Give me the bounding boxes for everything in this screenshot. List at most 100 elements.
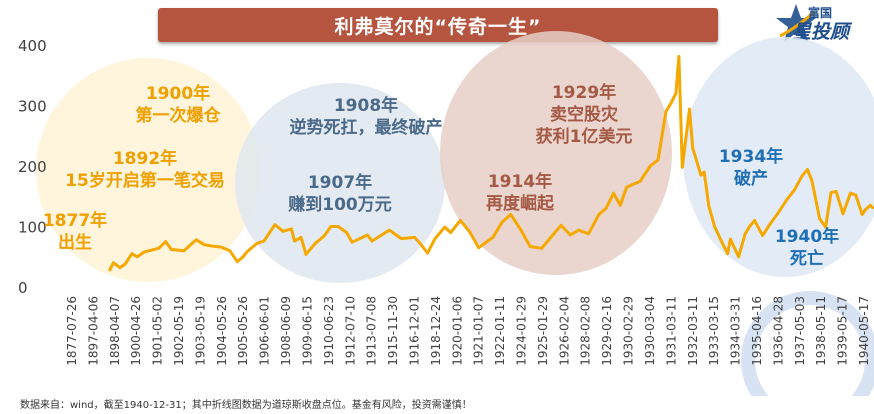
x-tick-label: 1912-07-10 <box>343 296 357 366</box>
annotation-a1908: 逆势死扛，最终破产 <box>290 117 443 138</box>
data-point <box>304 252 308 256</box>
data-point <box>182 249 186 253</box>
annotation-a1914: 1914年 <box>488 171 552 192</box>
logo-line2: 星投顾 <box>792 21 850 43</box>
x-tick-label: 1900-04-26 <box>129 296 143 366</box>
data-point <box>118 266 122 270</box>
x-tick-label: 1909-06-15 <box>300 296 314 366</box>
x-tick-label: 1906-06-01 <box>258 296 272 366</box>
data-point <box>848 191 852 195</box>
data-point <box>743 232 747 236</box>
x-tick-label: 1877-07-26 <box>65 296 79 366</box>
data-point <box>329 225 333 228</box>
x-tick-label: 1935-04-16 <box>750 296 764 366</box>
data-point <box>680 165 684 169</box>
x-tick-label: 1938-05-11 <box>814 296 828 366</box>
x-tick-label: 1940-05-17 <box>857 296 871 366</box>
data-point <box>669 101 673 104</box>
data-point <box>577 228 581 232</box>
x-tick-label: 1905-05-26 <box>236 296 250 366</box>
x-tick-label: 1926-02-04 <box>557 296 571 366</box>
x-tick-label: 1897-04-06 <box>86 296 100 366</box>
annotation-a1940: 1940年 <box>775 226 839 247</box>
data-point <box>426 251 429 255</box>
x-tick-label: 1908-06-09 <box>279 296 293 366</box>
data-point <box>800 174 804 178</box>
data-point <box>477 246 481 250</box>
data-point <box>674 92 678 95</box>
x-tick-label: 1939-05-17 <box>836 296 850 366</box>
data-point <box>111 261 115 265</box>
data-point <box>370 239 374 243</box>
annotation-a1900: 第一次爆仓 <box>136 105 222 126</box>
data-point <box>768 222 772 226</box>
data-point <box>737 255 740 259</box>
x-tick-label: 1903-05-19 <box>193 296 207 366</box>
data-point <box>228 249 232 253</box>
data-point <box>293 239 296 243</box>
x-tick-label: 1931-03-11 <box>664 296 678 366</box>
data-point <box>491 235 495 239</box>
data-point <box>677 55 681 58</box>
x-tick-label: 1915-11-30 <box>386 296 400 366</box>
annotation-a1900: 1900年 <box>146 83 210 104</box>
data-point <box>618 203 622 207</box>
data-point <box>135 255 139 259</box>
data-point <box>726 252 729 256</box>
x-tick-label: 1925-01-29 <box>536 296 550 366</box>
logo-line1: 富国 <box>808 6 833 20</box>
y-tick-label: 100 <box>18 219 47 237</box>
x-tick-label: 1918-12-24 <box>429 296 443 366</box>
data-point <box>519 228 522 231</box>
data-point <box>720 240 724 244</box>
data-point <box>130 252 134 256</box>
data-point <box>625 185 629 189</box>
data-point <box>748 225 752 228</box>
data-point <box>194 238 198 242</box>
data-point <box>108 268 112 272</box>
data-point <box>540 246 544 250</box>
data-point <box>638 179 642 183</box>
data-point <box>824 225 827 229</box>
data-point <box>235 260 239 263</box>
data-point <box>569 233 572 237</box>
data-point <box>792 188 796 192</box>
data-point <box>713 225 717 228</box>
data-point <box>157 246 161 250</box>
chart-title-banner: 利弗莫尔的“传奇一生” <box>158 8 718 42</box>
data-point <box>559 223 563 227</box>
data-point <box>854 193 858 197</box>
star-logo-icon <box>776 4 816 42</box>
data-point <box>413 235 416 239</box>
x-tick-label: 1916-12-01 <box>407 296 421 366</box>
annotation-a1877: 1877年 <box>43 210 107 231</box>
data-point <box>399 237 403 241</box>
data-point <box>818 217 822 221</box>
annotation-a1934: 1934年 <box>719 146 783 167</box>
data-point <box>350 240 354 244</box>
x-tick-label: 1913-07-08 <box>365 296 379 366</box>
data-point <box>707 204 711 208</box>
data-point <box>345 231 349 234</box>
data-point <box>209 244 213 248</box>
data-point <box>458 219 462 222</box>
y-tick-label: 400 <box>18 37 47 55</box>
x-tick-label: 1924-01-29 <box>515 296 529 366</box>
data-point <box>262 239 266 243</box>
y-tick-label: 200 <box>18 158 47 176</box>
data-point <box>860 213 864 216</box>
annotation-a1934: 破产 <box>734 168 768 189</box>
annotation-a1877: 出生 <box>58 232 92 253</box>
data-point <box>170 248 173 251</box>
x-tick-label: 1928-02-08 <box>579 296 593 366</box>
data-point <box>443 225 447 229</box>
annotation-a1908: 1908年 <box>334 95 398 116</box>
chart: 0 100 200 300 400 1877-07-26 1897-04-06 1898-04… <box>18 31 874 396</box>
data-point <box>299 235 303 239</box>
data-point <box>699 173 703 177</box>
data-point <box>864 208 867 211</box>
x-tick-label: 1934-03-31 <box>729 296 743 366</box>
x-tick-label: 1922-01-11 <box>493 296 507 366</box>
data-point <box>553 231 557 234</box>
data-point <box>219 245 223 249</box>
